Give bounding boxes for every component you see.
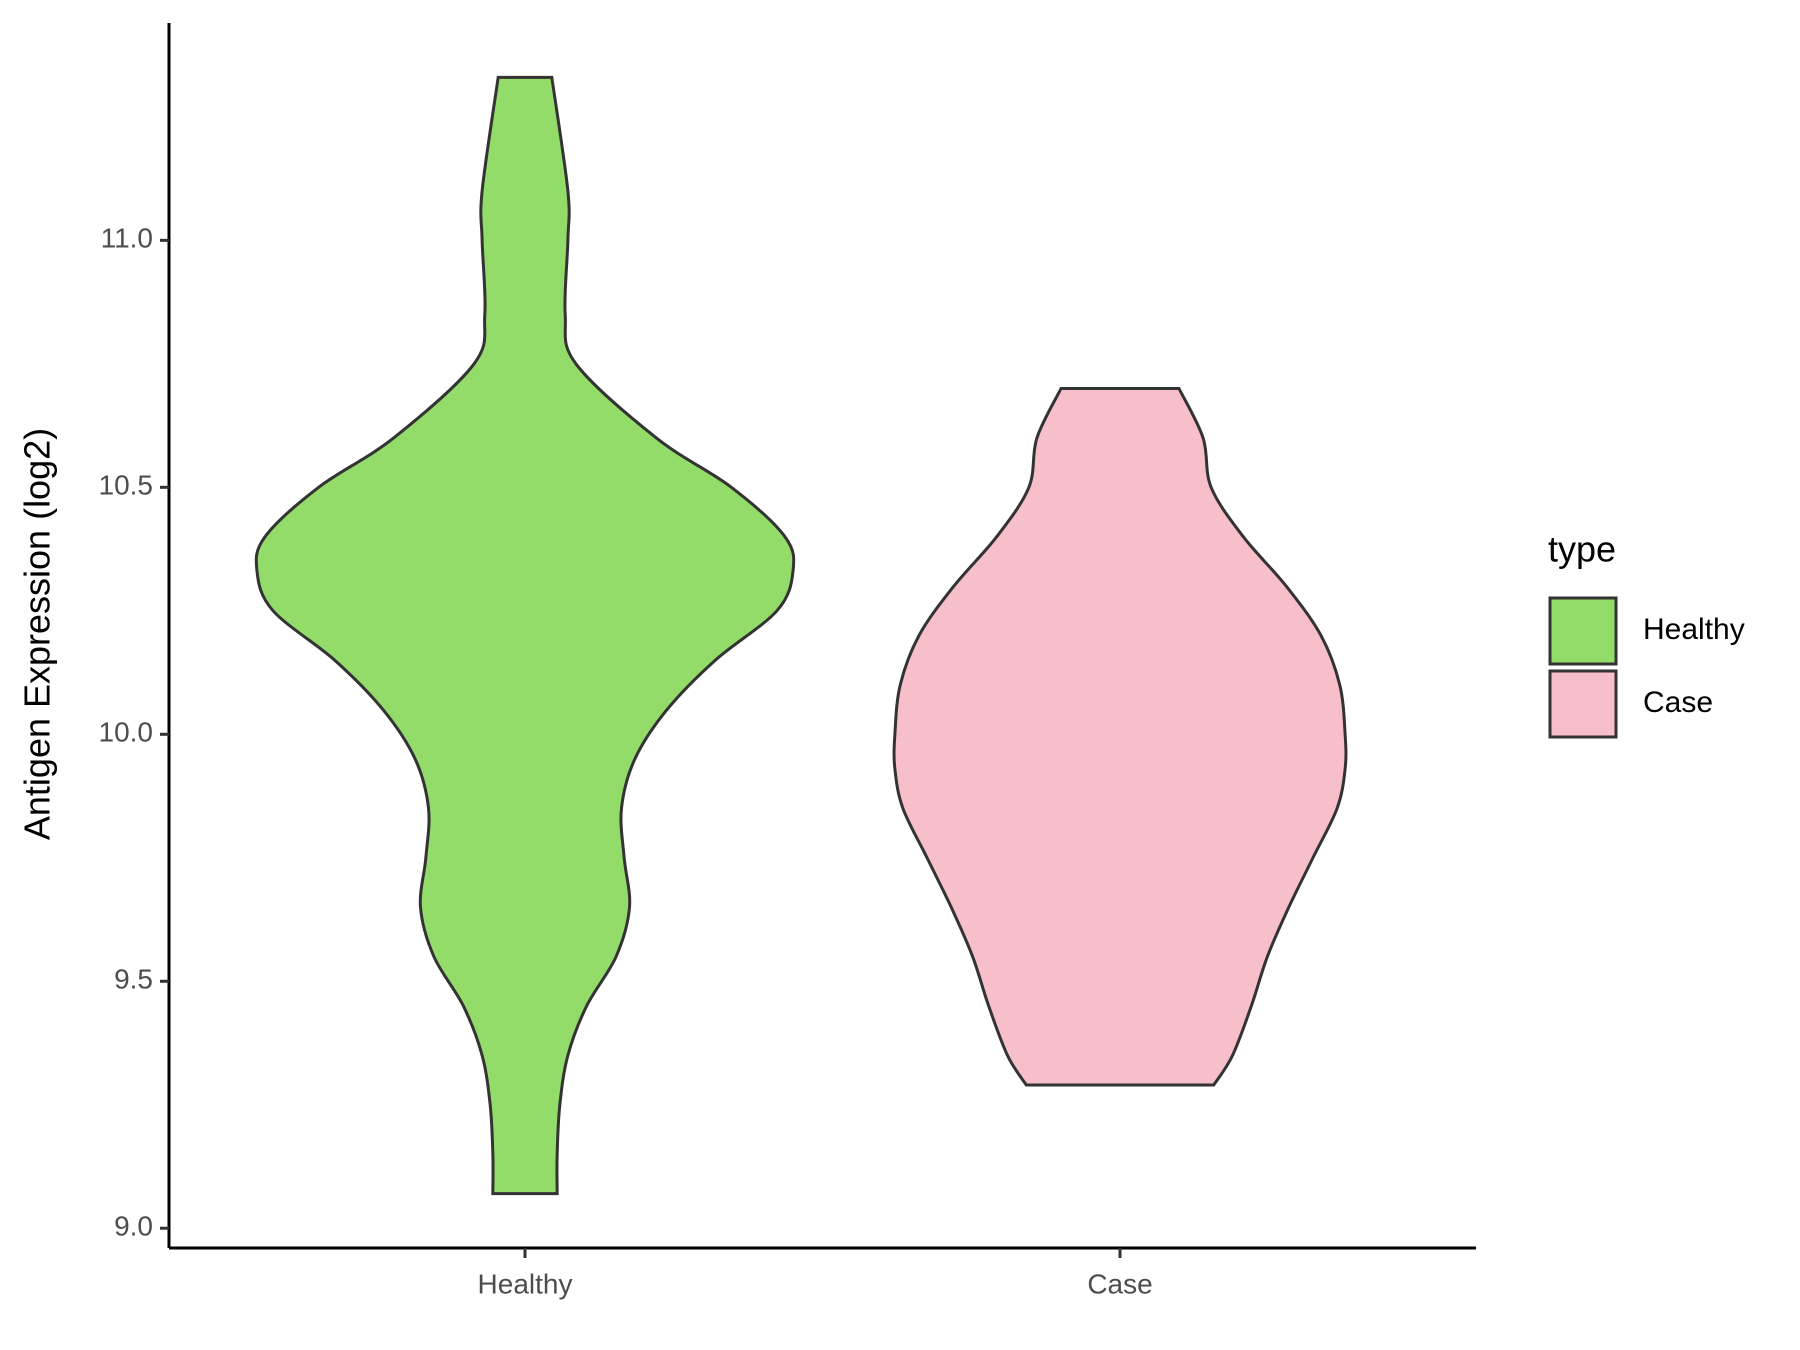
y-axis-title: Antigen Expression (log2) [17, 428, 58, 840]
legend-title: type [1548, 529, 1616, 570]
y-tick-label: 11.0 [101, 223, 153, 254]
y-tick-label: 10.0 [99, 717, 154, 748]
legend-key [1548, 669, 1618, 739]
violin [892, 387, 1348, 1087]
x-tick-label: Case [1087, 1268, 1152, 1299]
y-tick-label: 9.0 [114, 1211, 153, 1242]
legend-label: Healthy [1643, 613, 1745, 646]
x-tick-label: Healthy [478, 1268, 573, 1299]
legend-key [1548, 596, 1618, 666]
violin [254, 75, 796, 1196]
y-tick-label: 10.5 [99, 470, 154, 501]
y-tick-label: 9.5 [114, 964, 153, 995]
legend-label: Case [1643, 686, 1713, 719]
